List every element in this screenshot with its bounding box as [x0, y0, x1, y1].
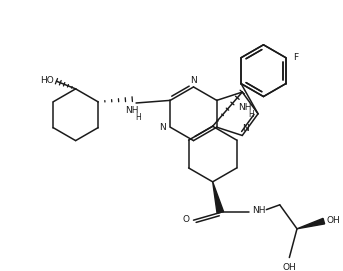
Text: NH: NH: [238, 103, 251, 112]
Text: F: F: [293, 53, 298, 62]
Text: NH: NH: [252, 206, 265, 215]
Text: NH: NH: [126, 106, 139, 115]
Text: N: N: [242, 124, 249, 133]
Text: O: O: [182, 215, 189, 224]
Polygon shape: [297, 218, 324, 229]
Polygon shape: [213, 182, 224, 213]
Text: H: H: [249, 109, 255, 118]
Text: OH: OH: [283, 263, 296, 271]
Text: H: H: [135, 113, 141, 122]
Text: HO: HO: [40, 76, 54, 85]
Text: N: N: [190, 76, 197, 85]
Text: N: N: [159, 123, 166, 132]
Text: OH: OH: [327, 216, 340, 225]
